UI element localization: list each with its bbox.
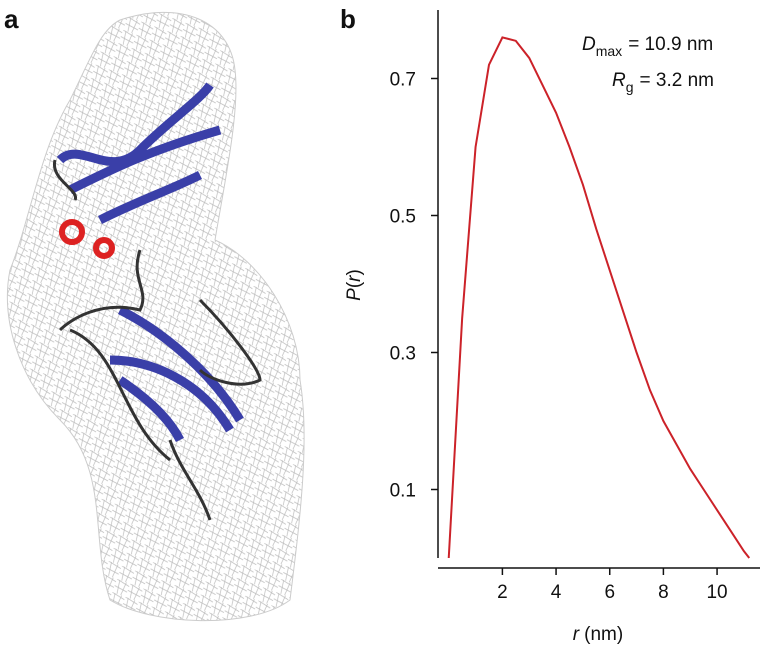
annotation-symbol: R	[612, 70, 626, 91]
y-label-arg: r	[344, 275, 365, 282]
annotation-subscript: max	[596, 43, 622, 59]
x-tick-label: 4	[551, 582, 562, 603]
x-tick-label: 8	[658, 582, 669, 603]
y-axis-label: P(r)	[344, 269, 365, 301]
y-tick-label: 0.7	[390, 70, 416, 91]
annotation-subscript: g	[626, 79, 634, 95]
x-tick-label: 2	[497, 582, 508, 603]
x-label-symbol: r	[573, 624, 580, 645]
annotation-text: = 3.2 nm	[640, 70, 714, 91]
x-tick-label: 6	[604, 582, 615, 603]
x-tick-label: 10	[706, 582, 727, 603]
x-label-text: (nm)	[584, 624, 623, 645]
annotation-text: = 10.9 nm	[628, 34, 713, 55]
annotation-symbol: D	[582, 34, 596, 55]
y-label-symbol: P	[344, 288, 365, 301]
annotation: Rg = 3.2 nm	[612, 70, 714, 95]
panel-label: b	[340, 4, 356, 34]
line	[447, 36, 751, 559]
y-label-paren: (	[344, 281, 365, 288]
y-tick-label: 0.5	[390, 207, 416, 228]
annotation: Dmax = 10.9 nm	[582, 34, 713, 59]
panel-label: a	[4, 4, 19, 34]
annotation: Dmax = 10.9 nm Rg = 3.2 nm	[582, 34, 714, 95]
y-tick-label: 0.3	[390, 344, 416, 365]
y-label-paren: )	[344, 269, 365, 275]
y-tick-label: 0.1	[390, 481, 416, 502]
x-axis-label: r (nm)	[573, 624, 623, 645]
structure-image	[7, 11, 305, 622]
